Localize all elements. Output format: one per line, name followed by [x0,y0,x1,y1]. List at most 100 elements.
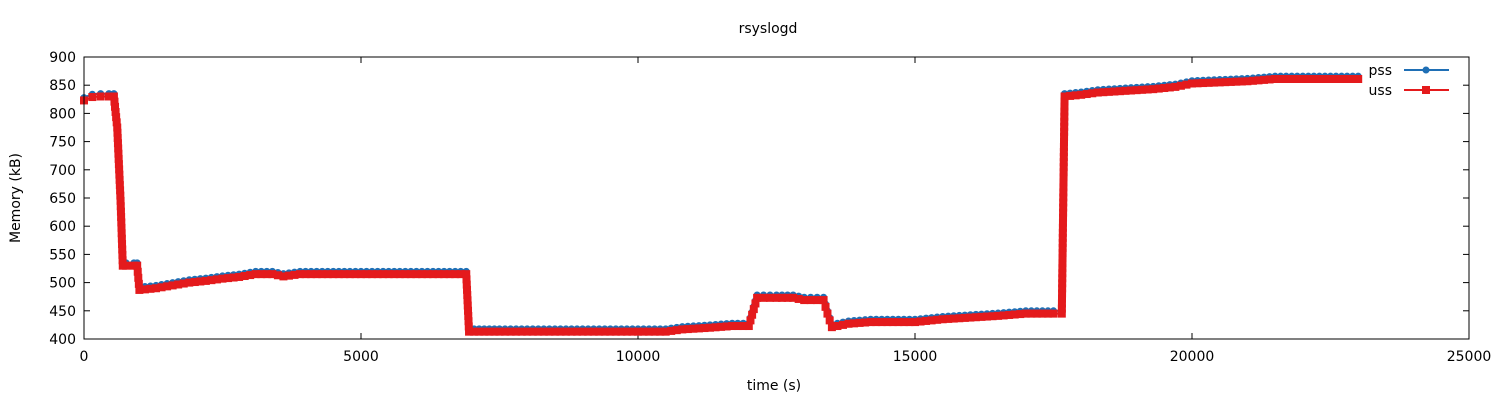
uss-point [190,278,199,287]
uss-point [722,322,731,331]
uss-point [116,196,125,205]
uss-point [462,280,471,289]
uss-point [855,318,864,327]
uss-point [1060,102,1069,111]
uss-point [749,305,758,314]
uss-point [1143,85,1152,94]
uss-point [334,270,343,279]
uss-point [678,325,687,334]
uss-point [823,309,832,318]
uss-point [1248,76,1257,85]
uss-point [700,324,709,333]
uss-point [1304,74,1313,83]
uss-point [694,324,703,333]
uss-point [1058,274,1067,283]
uss-point [938,315,947,324]
uss-point [883,318,892,327]
uss-point [1058,279,1067,288]
uss-point [351,270,360,279]
uss-point [212,275,221,284]
y-tick-label: 750 [49,135,76,151]
uss-point [683,325,692,334]
uss-point [561,327,570,336]
uss-point [152,284,161,293]
uss-point [748,310,757,319]
uss-point [706,323,715,332]
uss-point [1027,309,1036,318]
uss-point [146,284,155,293]
uss-point [1058,223,1067,232]
uss-point [384,270,393,279]
uss-point [279,272,288,281]
uss-point [1160,84,1169,93]
uss-point [894,318,903,327]
uss-point [539,327,548,336]
uss-point [617,327,626,336]
legend: pss uss [1369,63,1449,99]
y-axis-label: Memory (kB) [8,153,24,243]
uss-point [534,327,543,336]
uss-point [1021,309,1030,318]
uss-point [966,313,975,322]
uss-point [766,293,775,302]
legend-marker-uss [1422,86,1430,94]
uss-point [185,278,194,287]
uss-point [949,314,958,323]
uss-point [639,327,648,336]
uss-point [1059,198,1068,207]
uss-point [971,313,980,322]
uss-point [1058,218,1067,227]
uss-point [821,302,830,311]
uss-point [218,274,227,283]
uss-point [117,213,126,222]
uss-point [672,326,681,335]
uss-point [819,296,828,305]
uss-point [1043,309,1052,318]
uss-point [523,327,532,336]
uss-point [1032,309,1041,318]
uss-point [1154,84,1163,93]
uss-point [1226,77,1235,86]
uss-point [1149,85,1158,94]
uss-point [135,285,144,294]
uss-point [983,312,992,321]
uss-point [1058,228,1067,237]
uss-point [1121,86,1130,95]
uss-point [485,327,494,336]
uss-point [1060,112,1069,121]
uss-point [412,270,421,279]
uss-point [1058,233,1067,242]
pss-markers [80,72,1362,333]
uss-point [134,279,143,288]
uss-point [1066,91,1075,100]
uss-point [475,327,484,336]
uss-point [168,281,177,290]
uss-point [1082,90,1091,99]
uss-point [813,296,822,305]
pss-series-line [83,75,1359,330]
uss-point [825,316,834,325]
uss-point [88,93,97,102]
uss-point [268,270,277,279]
uss-point [284,271,293,280]
y-tick-label: 600 [49,219,76,235]
chart-title: rsyslogd [739,21,798,37]
uss-point [1188,79,1196,88]
uss-point [911,318,919,327]
uss-point [733,322,742,331]
uss-point [739,322,748,331]
uss-point [905,318,914,327]
uss-point [464,322,473,331]
uss-point [301,270,310,279]
uss-point [480,327,489,336]
uss-point [1049,309,1058,318]
uss-point [1282,74,1291,83]
uss-point [251,270,260,279]
legend-label-pss: pss [1369,63,1392,79]
uss-point [772,293,781,302]
uss-point [584,327,593,336]
uss-point [667,326,676,335]
uss-point [109,92,118,101]
uss-point [1058,238,1067,247]
